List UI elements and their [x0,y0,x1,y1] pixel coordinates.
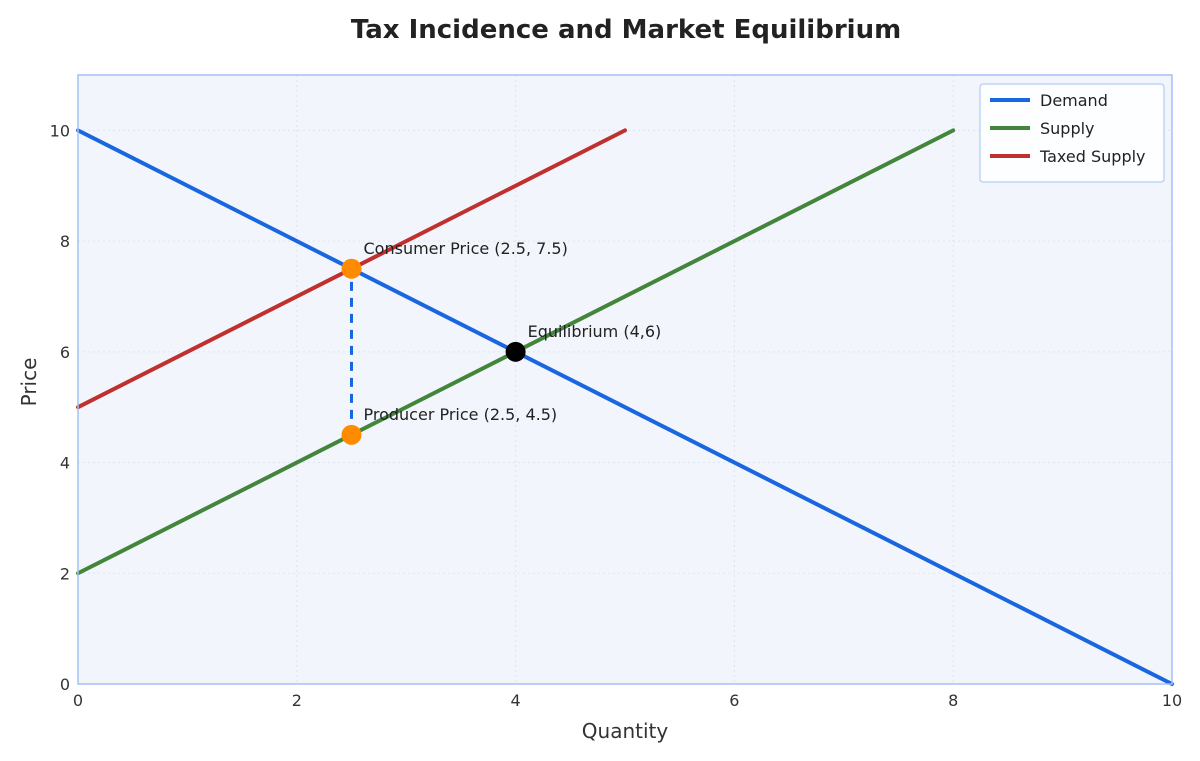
legend-label-demand: Demand [1040,91,1108,110]
point-annotation: Producer Price (2.5, 4.5) [364,405,558,424]
legend-label-taxed-supply: Taxed Supply [1039,147,1146,166]
tick-labels: 0 2 4 6 8 10 0 2 4 6 8 10 [50,121,1183,710]
y-tick-label: 0 [60,675,70,694]
plot-frame [77,74,1173,685]
x-tick-label: 4 [511,691,521,710]
x-axis-label: Quantity [582,719,669,743]
y-tick-label: 8 [60,232,70,251]
y-axis-label: Price [17,358,41,407]
y-tick-label: 10 [50,121,70,140]
x-tick-label: 2 [292,691,302,710]
point-marker-equilibrium-4-6 [505,341,526,362]
legend: Demand Supply Taxed Supply [979,83,1165,183]
y-tick-label: 2 [60,564,70,583]
x-tick-label: 8 [948,691,958,710]
chart-title: Tax Incidence and Market Equilibrium [351,15,901,45]
y-tick-label: 6 [60,343,70,362]
series-line-demand [76,128,1174,686]
points-layer: Consumer Price (2.5, 7.5) Producer Price … [341,239,662,445]
point-annotation: Consumer Price (2.5, 7.5) [364,239,568,258]
x-tick-label: 10 [1162,691,1182,710]
point-marker-producer-price-2-5-4-5 [341,424,362,445]
x-tick-label: 0 [73,691,83,710]
point-marker-consumer-price-2-5-7-5 [341,258,362,279]
point-annotation: Equilibrium (4,6) [528,322,662,341]
legend-label-supply: Supply [1040,119,1095,138]
y-tick-label: 4 [60,454,70,473]
x-tick-label: 6 [729,691,739,710]
